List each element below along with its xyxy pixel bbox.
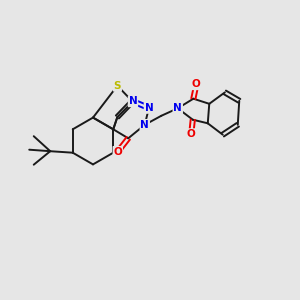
Text: S: S [114,81,121,91]
Text: O: O [192,79,201,89]
Text: O: O [187,129,196,139]
Text: N: N [173,103,182,113]
Text: N: N [129,96,137,106]
Text: N: N [140,120,149,130]
Text: O: O [113,147,122,157]
Text: N: N [145,103,153,113]
